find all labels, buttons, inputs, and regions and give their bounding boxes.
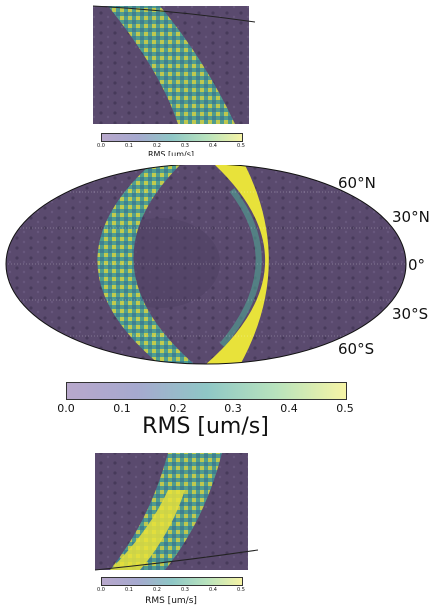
lat-label-60n: 60°N	[338, 174, 376, 192]
main-tick-1: 0.1	[113, 402, 131, 415]
lat-label-0: 0°	[408, 256, 426, 274]
main-tick-3: 0.3	[224, 402, 242, 415]
bottom-colorbar	[101, 577, 243, 586]
main-colorbar	[66, 382, 347, 400]
lat-label-30s: 30°S	[392, 305, 429, 323]
main-tick-4: 0.4	[280, 402, 298, 415]
bottom-tick-4: 0.4	[209, 587, 217, 593]
bottom-map-panel: 0.0 0.1 0.2 0.3 0.4 0.5 RMS [um/s]	[0, 450, 431, 608]
mollweide-map	[5, 163, 407, 365]
top-map-boundary	[92, 5, 256, 23]
top-map-panel: 0.0 0.1 0.2 0.3 0.4 0.5 RMS [um/s]	[0, 0, 431, 160]
top-colorbar-label: RMS [um/s]	[147, 150, 195, 156]
main-tick-5: 0.5	[336, 402, 354, 415]
bottom-colorbar-ticks: 0.0 0.1 0.2 0.3 0.4 0.5	[97, 587, 245, 595]
bottom-map-track-yellow	[110, 490, 185, 570]
bottom-tick-0: 0.0	[97, 587, 105, 593]
main-map-panel: 60°N 30°N 0° 30°S 60°S 0.0 0.1 0.2 0.3 0…	[0, 163, 431, 445]
main-colorbar-ticks: 0.0 0.1 0.2 0.3 0.4 0.5	[57, 402, 354, 416]
left-track	[97, 165, 195, 364]
top-tick-2: 0.2	[153, 143, 161, 149]
bottom-tick-2: 0.2	[153, 587, 161, 593]
bottom-tick-3: 0.3	[181, 587, 189, 593]
top-tick-1: 0.1	[125, 143, 133, 149]
top-colorbar-ticks: 0.0 0.1 0.2 0.3 0.4 0.5	[97, 143, 245, 151]
bottom-colorbar-label: RMS [um/s]	[145, 596, 197, 606]
bottom-tick-5: 0.5	[237, 587, 245, 593]
top-map-crop	[92, 5, 256, 124]
bottom-map-crop	[94, 453, 259, 571]
top-tick-5: 0.5	[237, 143, 245, 149]
top-colorbar	[101, 133, 243, 142]
bottom-map-boundary	[94, 549, 259, 571]
top-map-track	[108, 6, 235, 124]
bottom-tick-1: 0.1	[125, 587, 133, 593]
top-tick-0: 0.0	[97, 143, 105, 149]
main-tick-2: 0.2	[169, 402, 187, 415]
lat-label-30n: 30°N	[392, 208, 430, 226]
main-tick-0: 0.0	[57, 402, 75, 415]
right-track	[205, 165, 269, 364]
top-tick-4: 0.4	[209, 143, 217, 149]
top-tick-3: 0.3	[181, 143, 189, 149]
main-colorbar-label: RMS [um/s]	[142, 414, 269, 439]
lat-label-60s: 60°S	[338, 340, 375, 358]
right-track-stripe	[219, 188, 262, 347]
